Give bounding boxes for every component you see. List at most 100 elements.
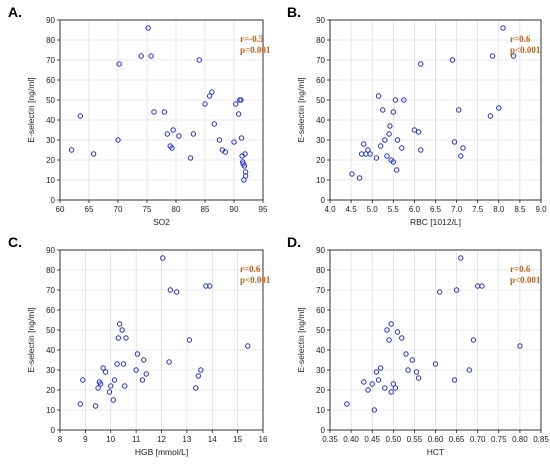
y-tick-label: 40 xyxy=(46,346,55,355)
data-point xyxy=(386,131,392,137)
y-tick-label: 40 xyxy=(46,116,55,125)
data-point xyxy=(207,283,213,289)
data-point xyxy=(375,93,382,99)
panel-d-label: D. xyxy=(287,234,301,250)
data-point xyxy=(390,381,396,387)
y-axis-title: E-selectin [ng/ml] xyxy=(26,307,36,372)
data-point xyxy=(367,151,373,157)
y-tick-label: 50 xyxy=(316,96,325,105)
data-point xyxy=(114,361,120,367)
x-tick-label: 6.5 xyxy=(430,205,442,214)
x-tick-label: 90 xyxy=(230,205,239,214)
y-tick-label: 40 xyxy=(316,116,325,125)
y-tick-label: 50 xyxy=(46,326,55,335)
x-tick-label: 7.0 xyxy=(451,205,463,214)
y-tick-label: 20 xyxy=(316,156,325,165)
y-tick-label: 20 xyxy=(316,386,325,395)
x-tick-label: 85 xyxy=(201,205,210,214)
data-point xyxy=(394,329,401,335)
x-tick-label: 80 xyxy=(172,205,181,214)
data-point xyxy=(151,109,157,115)
data-point xyxy=(418,61,424,67)
data-point xyxy=(161,109,168,115)
data-point xyxy=(373,155,380,161)
x-tick-label: 0.60 xyxy=(428,435,444,444)
data-point xyxy=(242,151,248,157)
data-point xyxy=(371,407,378,413)
y-tick-label: 0 xyxy=(51,196,56,205)
correlation-r-label: r=0.6 xyxy=(240,264,261,274)
data-point xyxy=(120,361,127,367)
data-point xyxy=(167,287,174,293)
panel-a: A. 60 65 70 75 80 85 90 95 0 10 20 30 40 50 60 70 80 90 SO2… xyxy=(8,4,271,227)
x-tick-label: 0.70 xyxy=(470,435,486,444)
data-point xyxy=(394,137,401,143)
panel-b-label: B. xyxy=(287,4,301,20)
data-point xyxy=(143,371,149,377)
p-value-label: p<0.001 xyxy=(240,275,271,285)
data-point xyxy=(170,127,176,133)
y-tick-label: 50 xyxy=(316,326,325,335)
data-point xyxy=(206,93,213,99)
data-point xyxy=(365,387,371,393)
data-point xyxy=(77,401,84,407)
panel-c-label: C. xyxy=(8,234,22,250)
data-point xyxy=(195,373,201,379)
data-point xyxy=(411,127,418,133)
data-point xyxy=(233,101,239,107)
plot-frame xyxy=(59,19,264,201)
data-point xyxy=(160,255,166,261)
data-point xyxy=(68,147,75,153)
data-point xyxy=(222,149,229,155)
x-tick-label: 70 xyxy=(114,205,123,214)
data-point xyxy=(458,255,464,261)
data-point xyxy=(382,137,388,143)
data-point xyxy=(164,131,171,137)
data-point xyxy=(409,357,415,363)
data-point xyxy=(356,175,363,181)
x-tick-label: 5.5 xyxy=(388,205,400,214)
y-tick-label: 50 xyxy=(46,96,55,105)
x-tick-label: 0.50 xyxy=(386,435,402,444)
data-point xyxy=(106,389,113,395)
x-tick-label: 95 xyxy=(259,205,268,214)
data-point xyxy=(90,151,97,157)
data-point xyxy=(413,369,420,375)
x-tick-label: 0.40 xyxy=(343,435,359,444)
y-tick-label: 90 xyxy=(46,246,55,255)
data-point xyxy=(373,369,380,375)
x-tick-label: 9 xyxy=(83,435,88,444)
y-tick-label: 80 xyxy=(316,36,325,45)
data-point xyxy=(111,377,118,383)
data-point xyxy=(198,367,204,373)
x-axis-title: RBC [1012/L] xyxy=(410,217,461,227)
y-tick-label: 80 xyxy=(316,266,325,275)
data-point xyxy=(203,283,209,289)
x-tick-label: 14 xyxy=(208,435,217,444)
data-point xyxy=(403,351,409,357)
data-point xyxy=(399,335,405,341)
data-point xyxy=(176,133,182,139)
data-point xyxy=(432,361,439,367)
data-point xyxy=(216,137,223,143)
data-point xyxy=(148,53,154,59)
data-point xyxy=(415,375,422,381)
data-point xyxy=(361,379,367,385)
y-tick-label: 30 xyxy=(46,136,55,145)
data-point xyxy=(145,25,151,31)
data-point xyxy=(418,147,424,153)
data-point xyxy=(386,337,392,343)
p-value-label: p=0.001 xyxy=(240,45,271,55)
correlation-r-label: r=-0.5 xyxy=(240,34,264,44)
x-tick-label: 6.0 xyxy=(409,205,421,214)
x-tick-label: 0.45 xyxy=(364,435,380,444)
data-point xyxy=(241,163,248,169)
data-point xyxy=(134,351,141,357)
data-point xyxy=(451,377,458,383)
data-point xyxy=(377,365,384,371)
x-tick-label: 5.0 xyxy=(367,205,379,214)
data-point xyxy=(97,381,104,387)
data-point xyxy=(479,283,485,289)
y-tick-label: 10 xyxy=(46,406,55,415)
data-point xyxy=(487,113,494,119)
